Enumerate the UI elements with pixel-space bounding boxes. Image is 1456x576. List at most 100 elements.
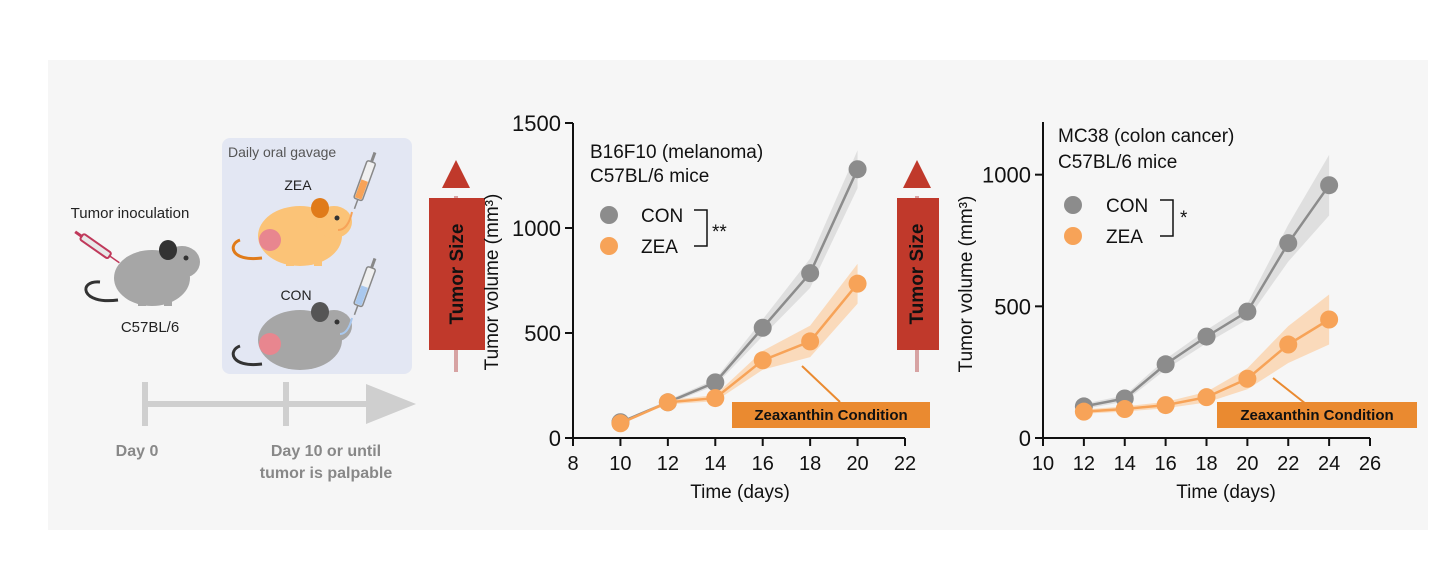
y-tick-label: 1000	[512, 216, 561, 241]
data-point-zea	[848, 274, 867, 293]
tumor-size-label-1: Tumor Size	[447, 224, 468, 325]
data-point-con	[706, 373, 725, 392]
error-band-con	[1083, 154, 1330, 410]
y-tick-label: 500	[994, 294, 1031, 319]
data-point-zea	[1279, 335, 1298, 354]
y-tick-label: 0	[1019, 426, 1031, 451]
error-band-zea	[620, 263, 858, 424]
chart-title-line2: C57BL/6 mice	[590, 166, 709, 187]
significance-label: *	[1180, 208, 1188, 229]
axes: 0 500 1000 10 12 14 16 18 20 22 24 26	[982, 122, 1381, 475]
tumor-size-label-2: Tumor Size	[907, 224, 928, 325]
zea-mouse-label: ZEA	[284, 177, 312, 193]
data-point-con	[1279, 234, 1298, 253]
inoculation-label: Tumor inoculation	[71, 205, 190, 222]
day10-label-line2: tumor is palpable	[260, 465, 393, 482]
chart-b16f10: 0 500 1000 1500 8 10 12 14 16 18 20 22 B16F10 (mela…	[482, 111, 930, 503]
data-point-zea	[801, 332, 820, 351]
data-point-zea	[1197, 388, 1216, 407]
x-tick-label: 24	[1318, 453, 1340, 475]
data-point-zea	[658, 393, 677, 412]
legend-marker-con	[600, 206, 618, 224]
x-tick-label: 14	[704, 453, 726, 475]
series-con	[1074, 154, 1339, 416]
day10-label-line1: Day 10 or until	[271, 443, 381, 460]
x-tick-label: 20	[1236, 453, 1258, 475]
x-tick-label: 22	[1277, 453, 1299, 475]
x-axis-label: Time (days)	[1176, 482, 1276, 503]
data-point-con	[1238, 302, 1257, 321]
strain-label: C57BL/6	[121, 319, 179, 336]
x-tick-label: 16	[752, 453, 774, 475]
con-mouse-label: CON	[280, 287, 311, 303]
chart-title-line1: B16F10 (melanoma)	[590, 142, 763, 163]
chart-title-line2: C57BL/6 mice	[1058, 152, 1177, 173]
error-band-con	[620, 150, 858, 423]
significance-bracket	[1160, 199, 1174, 237]
x-tick-label: 8	[567, 453, 578, 475]
x-tick-label: 20	[846, 453, 868, 475]
data-point-con	[1197, 327, 1216, 346]
data-point-zea	[753, 351, 772, 370]
timeline-arrow-icon	[366, 384, 416, 424]
x-tick-label: 16	[1155, 453, 1177, 475]
annotation-box	[1217, 402, 1417, 428]
axes: 0 500 1000 1500 8 10 12 14 16 18 20 22	[512, 111, 916, 475]
x-tick-label: 12	[657, 453, 679, 475]
x-tick-label: 18	[1195, 453, 1217, 475]
chart-mc38: 0 500 1000 10 12 14 16 18 20 22 24 26 MC38 (colon c…	[956, 122, 1417, 503]
y-tick-label: 1500	[512, 111, 561, 136]
legend-label-zea: ZEA	[641, 237, 678, 258]
series-zea	[1074, 294, 1339, 421]
annotation-connector	[1272, 377, 1307, 405]
data-point-zea	[1115, 400, 1134, 419]
x-tick-label: 18	[799, 453, 821, 475]
data-point-zea	[1074, 402, 1093, 421]
legend-marker-zea	[600, 237, 618, 255]
x-tick-label: 26	[1359, 453, 1381, 475]
day0-label: Day 0	[116, 443, 159, 460]
significance-bracket	[694, 209, 708, 247]
y-axis-label: Tumor volume (mm³)	[482, 194, 503, 371]
legend-marker-zea	[1064, 227, 1082, 245]
annotation-label: Zeaxanthin Condition	[1240, 407, 1393, 424]
mouse-orange-icon	[231, 198, 352, 266]
legend-label-con: CON	[1106, 196, 1148, 217]
up-arrow-icon	[442, 160, 470, 188]
legend-label-zea: ZEA	[1106, 227, 1143, 248]
legend-label-con: CON	[641, 206, 683, 227]
data-point-con	[801, 264, 820, 283]
legend-marker-con	[1064, 196, 1082, 214]
syringe-red-icon	[74, 230, 120, 264]
y-tick-label: 0	[549, 426, 561, 451]
syringe-orange-icon	[353, 151, 377, 210]
annotation-label: Zeaxanthin Condition	[754, 407, 907, 424]
significance-label: **	[712, 222, 727, 243]
x-tick-label: 10	[1032, 453, 1054, 475]
data-point-con	[753, 318, 772, 337]
gavage-label: Daily oral gavage	[228, 144, 336, 160]
up-arrow-icon	[903, 160, 931, 188]
data-point-con	[1156, 355, 1175, 374]
syringe-blue-icon	[353, 257, 377, 316]
annotation-connector	[801, 365, 841, 403]
y-tick-label: 500	[524, 321, 561, 346]
data-point-zea	[706, 389, 725, 408]
data-point-con	[848, 160, 867, 179]
y-tick-label: 1000	[982, 163, 1031, 188]
data-point-con	[1320, 176, 1339, 195]
x-tick-label: 22	[894, 453, 916, 475]
error-band-zea	[1083, 294, 1330, 414]
schematic: Tumor inoculation C57BL/6 Daily oral ga	[71, 138, 416, 482]
timeline	[142, 382, 416, 426]
tumor-size-arrow-2: Tumor Size	[897, 160, 939, 372]
x-tick-label: 14	[1114, 453, 1136, 475]
data-point-zea	[611, 414, 630, 433]
tumor-size-arrow-1: Tumor Size	[429, 160, 485, 372]
chart-title-line1: MC38 (colon cancer)	[1058, 126, 1234, 147]
x-tick-label: 12	[1073, 453, 1095, 475]
data-point-zea	[1156, 396, 1175, 415]
series-con	[611, 150, 867, 432]
data-point-zea	[1320, 310, 1339, 329]
